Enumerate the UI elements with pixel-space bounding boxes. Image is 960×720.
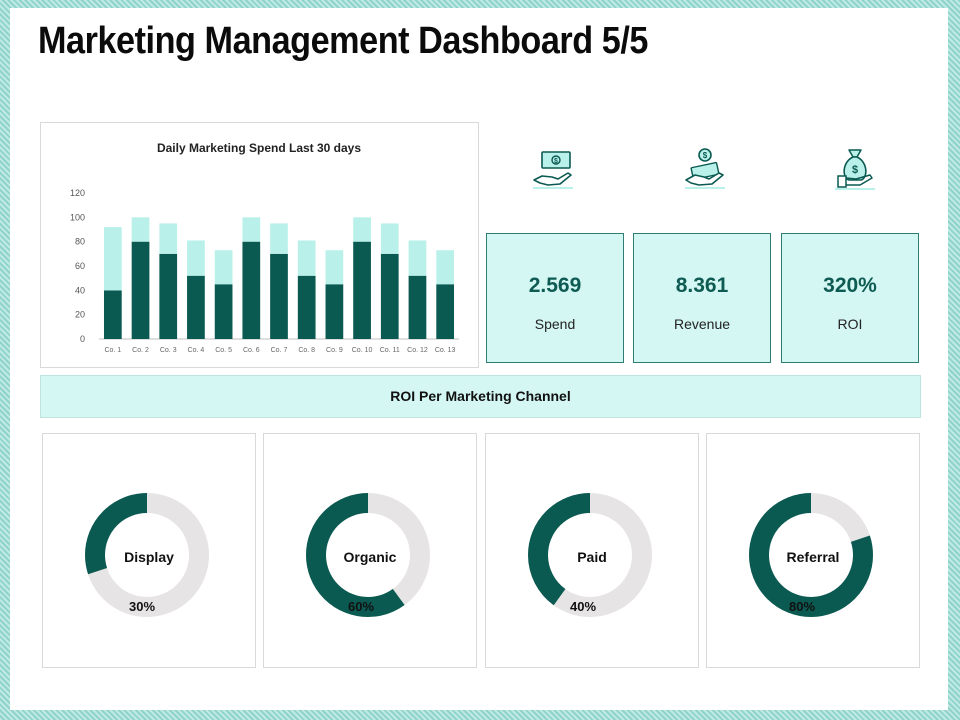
- x-tick-label: Co. 7: [271, 347, 288, 354]
- donut-label: Referral: [786, 549, 840, 565]
- roi-channel-header: ROI Per Marketing Channel: [40, 375, 921, 418]
- bar-base: [408, 275, 427, 339]
- donut-chart-paid: [528, 493, 652, 617]
- y-tick-label: 60: [75, 261, 85, 271]
- metric-value: 320%: [823, 274, 877, 297]
- x-tick-label: Co. 2: [132, 347, 149, 354]
- donut-value-arc: [749, 493, 873, 617]
- donut-card-paid: Paid 40%: [485, 433, 699, 668]
- x-tick-label: Co. 13: [435, 347, 456, 354]
- donut-label: Display: [124, 549, 174, 565]
- money-bag-hand-icon: $: [832, 146, 878, 192]
- metric-label: Revenue: [673, 316, 731, 332]
- bar-base: [214, 284, 233, 339]
- metric-value: 8.361: [675, 274, 729, 297]
- bar-top: [408, 240, 427, 276]
- bar-base: [159, 253, 178, 339]
- donut-value-arc: [306, 493, 430, 617]
- y-tick-label: 100: [70, 212, 85, 222]
- x-tick-label: Co. 9: [326, 347, 343, 354]
- donut-chart-organic: [306, 493, 430, 617]
- y-tick-label: 120: [70, 188, 85, 198]
- page-title: Marketing Management Dashboard 5/5: [38, 20, 648, 62]
- x-tick-label: Co. 6: [243, 347, 260, 354]
- metric-card-spend: 2.569 Spend: [486, 233, 624, 363]
- donut-label: Organic: [343, 549, 397, 565]
- bar-top: [242, 217, 261, 242]
- x-tick-label: Co. 4: [188, 347, 205, 354]
- x-tick-label: Co. 10: [352, 347, 373, 354]
- bar-top: [187, 240, 205, 276]
- x-tick-label: Co. 5: [215, 347, 232, 354]
- donut-card-display: Display 30%: [42, 433, 256, 668]
- bar-base: [436, 284, 455, 339]
- donut-percent: 40%: [570, 599, 597, 614]
- donut-value-arc: [85, 493, 209, 617]
- donut-percent: 60%: [348, 599, 375, 614]
- bar-top: [270, 223, 288, 254]
- x-tick-label: Co. 11: [380, 347, 400, 354]
- bar-base: [131, 241, 150, 339]
- metric-label: Spend: [534, 316, 576, 332]
- coin-hand-icon: $: [682, 146, 728, 192]
- x-tick-label: Co. 1: [104, 347, 121, 354]
- bar-top: [380, 223, 399, 254]
- x-tick-label: Co. 8: [298, 347, 315, 354]
- bar-top: [297, 240, 316, 276]
- bar-chart-svg: Daily Marketing Spend Last 30 days 0 20 40…: [70, 141, 459, 354]
- y-tick-label: 20: [75, 310, 85, 320]
- x-tick-label: Co. 3: [160, 347, 177, 354]
- donut-card-organic: Organic 60%: [263, 433, 477, 668]
- svg-text:$: $: [703, 151, 708, 160]
- bar-top: [131, 217, 150, 242]
- bar-top: [325, 250, 344, 285]
- metric-card-revenue: 8.361 Revenue: [633, 233, 771, 363]
- donut-percent: 30%: [129, 599, 156, 614]
- bar-top: [103, 227, 122, 291]
- bar-base: [270, 253, 288, 339]
- metric-label: ROI: [837, 316, 863, 332]
- bar-base: [380, 253, 399, 339]
- bar-top: [436, 250, 455, 285]
- x-tick-label: Co. 12: [407, 347, 428, 354]
- bar-top: [214, 250, 233, 285]
- slide: Marketing Management Dashboard 5/5 Daily…: [10, 8, 948, 710]
- donut-value-arc: [528, 493, 652, 617]
- bar-base: [353, 241, 371, 339]
- y-tick-label: 40: [75, 285, 85, 295]
- bar-base: [187, 275, 205, 339]
- chart-title: Daily Marketing Spend Last 30 days: [157, 141, 361, 155]
- metric-card-roi: 320% ROI: [781, 233, 919, 363]
- bar-top: [159, 223, 178, 254]
- bar-base: [242, 241, 261, 339]
- svg-text:$: $: [554, 158, 558, 165]
- money-hand-icon: $: [530, 146, 576, 192]
- y-tick-label: 80: [75, 237, 85, 247]
- metric-value: 2.569: [528, 274, 582, 297]
- bar-base: [297, 275, 316, 339]
- y-tick-label: 0: [80, 334, 85, 344]
- bar-base: [103, 290, 122, 339]
- donut-label: Paid: [577, 549, 607, 565]
- svg-text:$: $: [852, 164, 858, 176]
- daily-spend-chart: Daily Marketing Spend Last 30 days 0 20 40…: [40, 122, 479, 368]
- donut-card-referral: Referral 80%: [706, 433, 920, 668]
- donut-chart-display: [85, 493, 209, 617]
- bar-base: [325, 284, 344, 339]
- donut-percent: 80%: [789, 599, 816, 614]
- bar-top: [353, 217, 371, 242]
- donut-chart-referral: [749, 493, 873, 617]
